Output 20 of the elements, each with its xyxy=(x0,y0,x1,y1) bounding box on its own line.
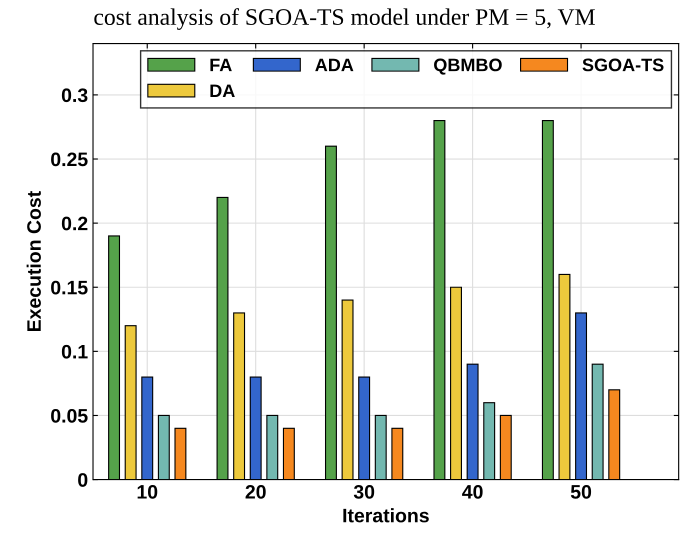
legend-label: SGOA-TS xyxy=(582,58,664,72)
y-tick-label: 0.3 xyxy=(62,88,88,102)
x-tick-label: 30 xyxy=(354,484,374,499)
y-tick-label: 0.05 xyxy=(51,408,88,423)
legend-label: DA xyxy=(210,84,235,97)
y-tick-label: 0.1 xyxy=(62,344,88,359)
y-tick-label: 0.2 xyxy=(62,216,88,230)
legend-label: ADA xyxy=(315,58,354,72)
x-tick-label: 20 xyxy=(246,484,266,499)
legend-label: FA xyxy=(210,58,232,72)
y-tick-label: 0.25 xyxy=(51,152,88,166)
chart-title: cost analysis of SGOA-TS model under PM = 5, VM xyxy=(94,8,595,30)
y-tick-label: 0.15 xyxy=(51,280,88,294)
legend-label: QBMBO xyxy=(434,58,502,75)
x-axis-title: Iterations xyxy=(343,508,429,522)
y-axis-title: Execution Cost xyxy=(26,191,41,332)
y-tick-label: 0 xyxy=(78,473,88,487)
x-tick-label: 50 xyxy=(570,484,592,499)
x-tick-label: 40 xyxy=(462,484,483,499)
x-tick-label: 10 xyxy=(138,484,158,499)
